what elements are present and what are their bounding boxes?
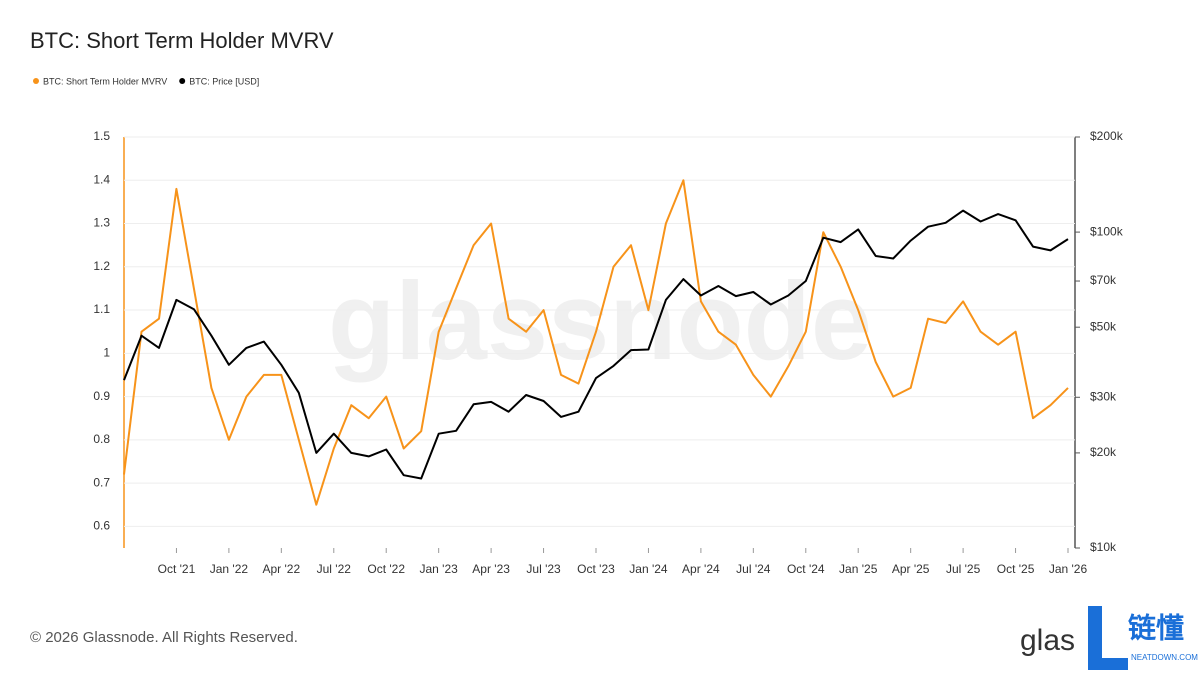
brand-icon (1088, 606, 1128, 670)
legend-label: BTC: Price [USD] (189, 76, 259, 86)
copyright: © 2026 Glassnode. All Rights Reserved. (30, 629, 298, 646)
x-tick-label: Apr '22 (263, 562, 301, 576)
y-tick-label: 1.2 (93, 259, 110, 273)
x-tick-label: Jul '24 (736, 562, 771, 576)
x-tick-label: Apr '23 (472, 562, 510, 576)
y-tick-label: 0.9 (93, 389, 110, 403)
y2-tick-label: $200k (1090, 129, 1124, 143)
x-tick-label: Oct '22 (367, 562, 405, 576)
brand-sub: NEATDOWN.COM (1131, 653, 1198, 662)
x-tick-label: Oct '24 (787, 562, 825, 576)
x-tick-label: Jul '25 (946, 562, 981, 576)
chart-title: BTC: Short Term Holder MVRV (30, 28, 334, 53)
y-tick-label: 0.6 (93, 519, 110, 533)
y-tick-label: 0.7 (93, 475, 110, 489)
brand: 链懂 (1128, 612, 1184, 643)
x-tick-label: Apr '25 (892, 562, 930, 576)
y2-tick-label: $70k (1090, 273, 1117, 287)
y2-tick-label: $30k (1090, 389, 1117, 403)
legend-marker (179, 78, 186, 84)
x-tick-label: Oct '23 (577, 562, 615, 576)
watermark: glassnode (328, 260, 872, 383)
x-tick-label: Jan '25 (839, 562, 878, 576)
legend-label: BTC: Short Term Holder MVRV (43, 76, 167, 86)
series-line (123, 209, 1069, 480)
y-tick-label: 1.4 (93, 172, 110, 186)
x-tick-label: Jul '23 (526, 562, 561, 576)
x-tick-label: Jan '23 (420, 562, 459, 576)
logo: glas (1020, 624, 1075, 657)
y2-tick-label: $50k (1090, 319, 1117, 333)
y2-tick-label: $100k (1090, 224, 1124, 238)
y-tick-label: 1.5 (93, 129, 110, 143)
x-tick-label: Jul '22 (317, 562, 352, 576)
y-tick-label: 1 (103, 345, 110, 359)
y-tick-label: 1.3 (93, 216, 110, 230)
x-tick-label: Jan '22 (210, 562, 249, 576)
y-tick-label: 1.1 (93, 302, 110, 316)
series-line (123, 179, 1069, 506)
y2-tick-label: $20k (1090, 445, 1117, 459)
x-tick-label: Apr '24 (682, 562, 720, 576)
x-tick-label: Oct '21 (158, 562, 196, 576)
y-tick-label: 0.8 (93, 432, 110, 446)
x-tick-label: Jan '26 (1049, 562, 1088, 576)
y2-tick-label: $10k (1090, 540, 1117, 554)
x-tick-label: Jan '24 (629, 562, 668, 576)
legend-marker (33, 78, 39, 84)
x-tick-label: Oct '25 (997, 562, 1035, 576)
